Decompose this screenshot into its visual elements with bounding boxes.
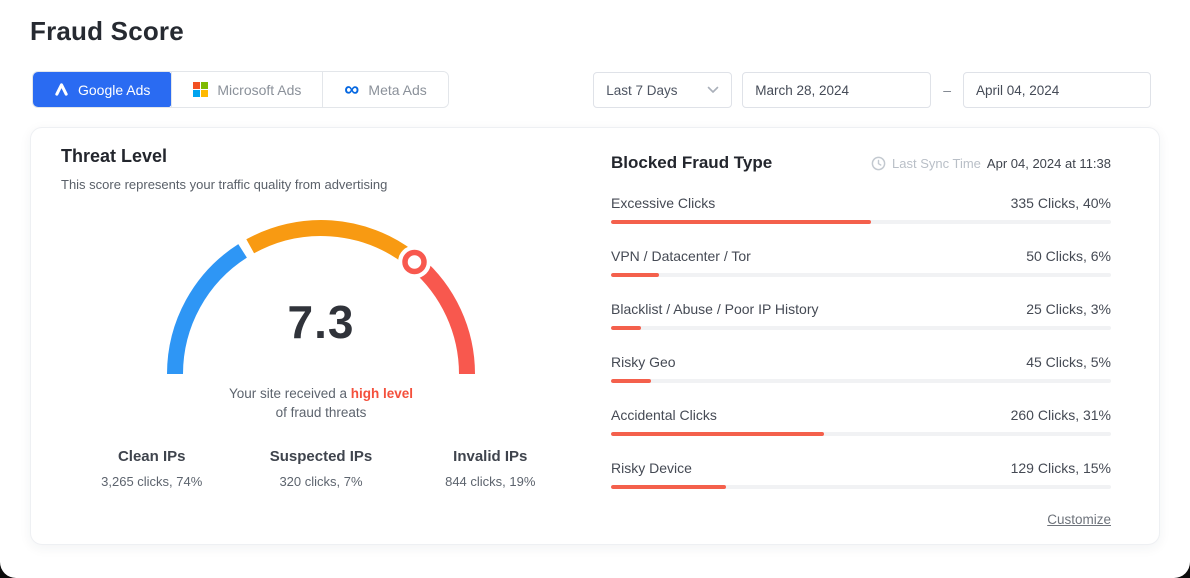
tab-google-ads[interactable]: Google Ads	[32, 72, 173, 107]
caption-line2: of fraud threats	[275, 405, 367, 420]
tab-label: Google Ads	[78, 81, 151, 98]
fraud-bar-fill	[611, 432, 824, 436]
fraud-bar-track	[611, 273, 1111, 277]
platform-tabs: Google Ads Microsoft Ads ∞ Meta Ads	[32, 71, 449, 108]
tab-label: Microsoft Ads	[217, 81, 302, 98]
customize-link[interactable]: Customize	[1047, 512, 1111, 527]
fraud-type-row: Blacklist / Abuse / Poor IP History 25 C…	[611, 301, 1111, 330]
google-ads-icon	[55, 83, 68, 96]
blocked-fraud-section: Blocked Fraud Type Last Sync Time Apr 04…	[581, 128, 1159, 544]
fraud-type-label: Accidental Clicks	[611, 407, 717, 423]
blocked-fraud-title: Blocked Fraud Type	[611, 153, 773, 172]
gauge-arc	[167, 220, 475, 375]
stat-clean-ips: Clean IPs 3,265 clicks, 74%	[73, 448, 230, 489]
stat-value: 320 clicks, 7%	[279, 474, 363, 489]
end-date-value: April 04, 2024	[976, 82, 1060, 98]
fraud-rows: Excessive Clicks 335 Clicks, 40% VPN / D…	[611, 195, 1111, 489]
fraud-type-row: Risky Device 129 Clicks, 15%	[611, 460, 1111, 489]
chevron-down-icon	[707, 86, 719, 93]
fraud-type-label: VPN / Datacenter / Tor	[611, 248, 751, 264]
stat-invalid-ips: Invalid IPs 844 clicks, 19%	[412, 448, 569, 489]
tab-label: Meta Ads	[368, 81, 427, 98]
fraud-type-label: Blacklist / Abuse / Poor IP History	[611, 301, 819, 317]
page-title: Fraud Score	[30, 16, 184, 46]
gauge-caption: Your site received a high level of fraud…	[61, 384, 581, 422]
fraud-type-value: 260 Clicks, 31%	[1010, 407, 1111, 423]
threat-level-subtitle: This score represents your traffic quali…	[61, 177, 388, 192]
threat-level-title: Threat Level	[61, 146, 168, 166]
stat-value: 3,265 clicks, 74%	[101, 474, 203, 489]
start-date-value: March 28, 2024	[755, 82, 850, 98]
stat-label: Suspected IPs	[269, 448, 373, 465]
fraud-type-value: 50 Clicks, 6%	[1026, 248, 1111, 264]
fraud-type-value: 129 Clicks, 15%	[1010, 460, 1111, 476]
caption-prefix: Your site received a	[228, 386, 351, 401]
fraud-type-row: Excessive Clicks 335 Clicks, 40%	[611, 195, 1111, 224]
clock-icon	[871, 156, 886, 170]
fraud-type-row: Accidental Clicks 260 Clicks, 31%	[611, 407, 1111, 436]
meta-icon: ∞	[344, 77, 360, 101]
fraud-bar-track	[611, 326, 1111, 330]
microsoft-icon	[193, 82, 209, 97]
stat-label: Clean IPs	[117, 448, 186, 465]
threat-gauge: 7.3	[153, 202, 489, 382]
fraud-type-label: Risky Geo	[611, 354, 676, 370]
fraud-bar-fill	[611, 379, 651, 383]
fraud-bar-fill	[611, 220, 871, 224]
last-sync-label: Last Sync Time	[892, 155, 981, 171]
date-controls: Last 7 Days March 28, 2024 – April 04, 2…	[593, 72, 1151, 108]
date-range-select[interactable]: Last 7 Days	[593, 72, 733, 108]
caption-highlight: high level	[350, 386, 414, 401]
stat-suspected-ips: Suspected IPs 320 clicks, 7%	[230, 448, 411, 489]
date-range-value: Last 7 Days	[606, 82, 678, 98]
end-date-input[interactable]: April 04, 2024	[963, 72, 1151, 108]
dashboard-card: Threat Level This score represents your …	[30, 127, 1160, 545]
fraud-type-value: 45 Clicks, 5%	[1026, 354, 1111, 370]
fraud-bar-track	[611, 432, 1111, 436]
ip-stats: Clean IPs 3,265 clicks, 74% Suspected IP…	[61, 448, 581, 489]
fraud-type-row: Risky Geo 45 Clicks, 5%	[611, 354, 1111, 383]
date-separator: –	[943, 82, 951, 98]
fraud-bar-fill	[611, 273, 659, 277]
gauge-marker	[402, 249, 427, 275]
threat-level-section: Threat Level This score represents your …	[31, 128, 581, 544]
last-sync-value: Apr 04, 2024 at 11:38	[986, 155, 1111, 171]
stat-label: Invalid IPs	[453, 448, 528, 465]
fraud-type-label: Risky Device	[611, 460, 692, 476]
start-date-input[interactable]: March 28, 2024	[742, 72, 932, 108]
fraud-type-value: 25 Clicks, 3%	[1026, 301, 1111, 317]
threat-score: 7.3	[287, 296, 355, 348]
tab-meta-ads[interactable]: ∞ Meta Ads	[322, 72, 448, 107]
fraud-type-value: 335 Clicks, 40%	[1010, 195, 1111, 211]
fraud-bar-fill	[611, 485, 726, 489]
fraud-bar-track	[611, 485, 1111, 489]
tab-microsoft-ads[interactable]: Microsoft Ads	[171, 72, 323, 107]
fraud-bar-track	[611, 220, 1111, 224]
fraud-bar-track	[611, 379, 1111, 383]
fraud-bar-fill	[611, 326, 641, 330]
fraud-type-row: VPN / Datacenter / Tor 50 Clicks, 6%	[611, 248, 1111, 277]
stat-value: 844 clicks, 19%	[445, 474, 536, 489]
fraud-type-label: Excessive Clicks	[611, 195, 716, 211]
last-sync: Last Sync Time Apr 04, 2024 at 11:38	[871, 156, 1111, 171]
